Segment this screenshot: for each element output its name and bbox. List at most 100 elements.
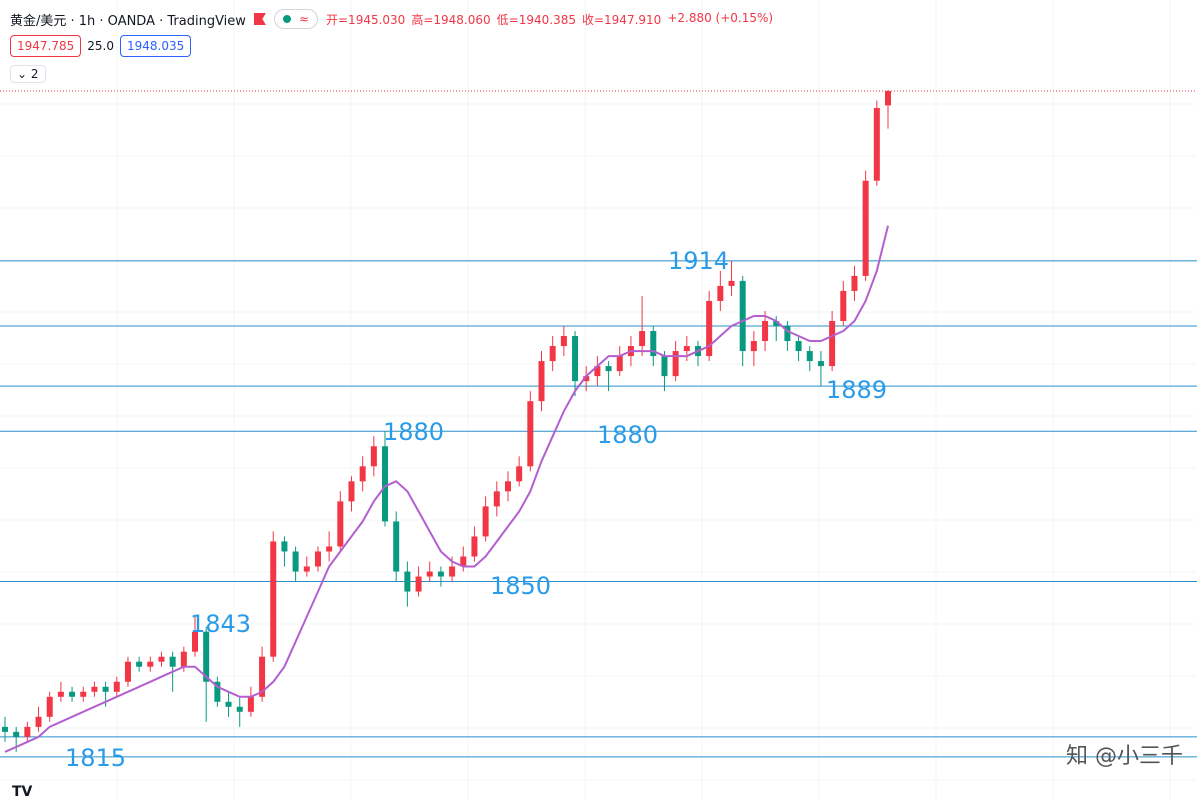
candle-body <box>583 376 590 382</box>
candle-body <box>382 446 389 522</box>
candle-body <box>527 401 534 467</box>
candle-body <box>281 541 288 552</box>
candle-body <box>180 651 187 667</box>
candle-body <box>393 521 400 572</box>
sell-button[interactable]: 1947.785 <box>10 35 82 57</box>
candle-body <box>750 341 757 352</box>
annotation: 1843 <box>190 610 251 638</box>
candle-body <box>717 285 724 301</box>
candle-body <box>259 656 266 697</box>
candle-body <box>437 571 444 577</box>
candle-body <box>661 356 668 377</box>
annotation: 1914 <box>668 247 729 275</box>
annotation: 1815 <box>65 744 126 772</box>
candle-body <box>225 701 232 707</box>
candle-body <box>739 280 746 352</box>
candle-body <box>672 351 679 377</box>
candle-body <box>784 326 791 342</box>
candle-body <box>348 481 355 502</box>
low: 低=1940.385 <box>496 12 576 27</box>
flag-icon[interactable] <box>253 13 266 25</box>
candle-body <box>46 696 53 717</box>
open: 开=1945.030 <box>326 12 406 27</box>
candle-body <box>147 661 154 667</box>
close: 收=1947.910 <box>581 12 662 27</box>
candle-body <box>415 576 422 592</box>
candle-body <box>314 551 321 567</box>
candle-body <box>337 501 344 547</box>
candle-body <box>773 320 780 327</box>
market-status[interactable]: ≈ <box>273 9 318 29</box>
candle-body <box>549 346 556 362</box>
logo: TV <box>12 784 33 800</box>
candle-body <box>124 661 131 682</box>
candle-body <box>605 366 612 372</box>
candle-body <box>616 356 623 372</box>
candle-body <box>449 566 456 577</box>
candle-body <box>69 691 76 697</box>
candle-body <box>706 300 713 357</box>
trade-row: 1947.785 25.0 1948.035 <box>10 35 192 57</box>
annotation: 1880 <box>597 421 658 449</box>
candle-body <box>460 556 467 567</box>
candle-body <box>426 571 433 577</box>
candle-body <box>762 320 769 342</box>
candle-body <box>203 631 210 682</box>
candle-body <box>136 661 143 667</box>
candle-body <box>504 481 511 492</box>
candle-body <box>829 320 836 367</box>
candle-body <box>817 361 824 367</box>
candle-body <box>80 691 87 697</box>
candle-body <box>236 706 243 712</box>
moving-average <box>4 225 889 753</box>
candle-body <box>516 466 523 482</box>
candle-body <box>370 446 377 467</box>
candle-body <box>728 280 735 286</box>
change: +2.880 (+0.15%) <box>667 10 774 25</box>
candle-body <box>683 346 690 352</box>
annotation: 1889 <box>826 376 887 404</box>
candle-body <box>91 686 98 692</box>
status-dot <box>282 15 291 23</box>
candle-body <box>24 726 31 737</box>
candle-body <box>639 331 646 347</box>
candle-body <box>560 336 567 347</box>
watermark: 知 @小三千 <box>1066 744 1183 769</box>
candle-body <box>538 361 545 402</box>
candle-body <box>840 290 847 321</box>
candle-body <box>806 351 813 362</box>
collapse-button[interactable]: ⌄ 2 <box>10 65 46 83</box>
candle-body <box>303 566 310 572</box>
annotation: 1850 <box>490 572 551 600</box>
candle-body <box>885 90 891 106</box>
candle-body <box>873 108 880 181</box>
candle-body <box>572 336 579 382</box>
indicator-icon: ≈ <box>298 12 309 26</box>
candle-body <box>862 180 869 276</box>
candle-body <box>359 466 366 482</box>
candle-body <box>270 541 277 657</box>
candle-body <box>482 506 489 537</box>
candle-body <box>851 275 858 291</box>
candle-body <box>113 681 120 692</box>
candle-body <box>404 571 411 592</box>
candle-body <box>158 656 165 662</box>
candle-body <box>2 726 8 732</box>
high: 高=1948.060 <box>411 12 491 27</box>
candle-body <box>214 681 221 702</box>
candle-body <box>650 331 657 357</box>
candle-body <box>35 716 42 727</box>
candle-body <box>471 536 478 557</box>
candle-body <box>169 656 176 667</box>
ohlc: 开=1945.030 高=1948.060 低=1940.385 收=1947.… <box>326 11 773 28</box>
candle-body <box>326 546 333 552</box>
candle-body <box>102 686 109 692</box>
candle-body <box>594 366 601 377</box>
candle-body <box>247 696 254 712</box>
candle-body <box>292 551 299 572</box>
candle-body <box>493 491 500 507</box>
spread: 25.0 <box>87 39 114 53</box>
buy-button[interactable]: 1948.035 <box>119 35 192 57</box>
